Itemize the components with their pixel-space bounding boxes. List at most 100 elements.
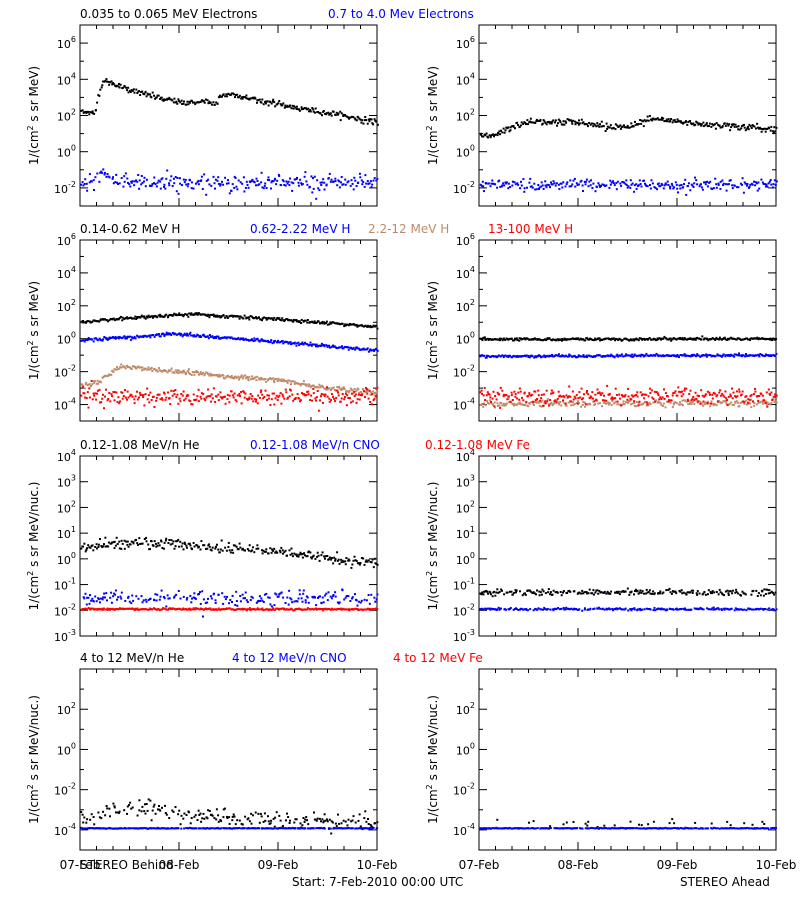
y-tick-label: 104 — [57, 71, 76, 87]
data-point — [539, 354, 541, 357]
data-point — [508, 590, 511, 593]
data-point — [355, 560, 358, 562]
data-point — [620, 353, 623, 356]
data-point — [631, 182, 634, 185]
data-series — [479, 606, 778, 612]
data-point — [283, 607, 286, 610]
data-point — [671, 121, 674, 124]
data-point — [341, 393, 344, 395]
data-point — [359, 601, 362, 604]
data-point — [129, 338, 132, 341]
data-point — [143, 404, 146, 407]
data-point — [652, 590, 655, 593]
data-point — [642, 402, 645, 405]
data-point — [91, 544, 94, 547]
data-point — [246, 376, 249, 378]
data-point — [636, 338, 639, 341]
data-point — [184, 313, 187, 316]
data-point — [662, 402, 665, 405]
data-point — [280, 591, 283, 594]
data-point — [700, 183, 702, 186]
data-point — [728, 402, 731, 405]
data-point — [208, 314, 211, 317]
data-point — [665, 589, 668, 592]
data-point — [102, 80, 105, 83]
data-point — [735, 400, 738, 403]
data-point — [499, 355, 502, 358]
data-point — [217, 176, 220, 179]
data-point — [774, 184, 777, 187]
data-point — [689, 189, 692, 192]
data-point — [502, 337, 505, 340]
data-point — [518, 337, 521, 340]
data-point — [629, 355, 632, 358]
data-point — [755, 589, 758, 592]
data-point — [118, 182, 121, 185]
data-point — [221, 180, 223, 183]
data-point — [551, 355, 554, 358]
data-point — [327, 177, 330, 180]
data-point — [774, 400, 777, 403]
data-point — [354, 607, 357, 610]
data-point — [682, 591, 685, 594]
data-point — [489, 355, 492, 358]
data-point — [163, 597, 166, 600]
data-point — [640, 119, 643, 122]
data-point — [675, 120, 678, 123]
data-point — [349, 323, 352, 326]
data-point — [327, 558, 330, 561]
data-point — [550, 121, 553, 124]
data-point — [197, 371, 199, 374]
data-point — [762, 183, 765, 185]
data-point — [131, 607, 134, 610]
data-point — [200, 540, 203, 543]
data-point — [125, 540, 128, 543]
data-point — [731, 124, 734, 127]
data-point — [663, 184, 666, 187]
data-point — [345, 595, 348, 597]
data-point — [323, 188, 326, 191]
data-point — [212, 175, 215, 178]
data-point — [132, 542, 135, 545]
data-point — [685, 193, 688, 196]
data-point — [293, 341, 296, 344]
data-point — [90, 338, 93, 341]
data-point — [288, 549, 291, 552]
data-point — [154, 183, 157, 186]
data-point — [228, 549, 231, 552]
data-point — [183, 399, 186, 402]
data-point — [179, 540, 182, 543]
data-point — [288, 341, 290, 344]
data-point — [690, 338, 693, 341]
data-point — [328, 387, 331, 390]
data-point — [107, 398, 110, 400]
y-axis-label: 1/(cm2 s sr MeV/nuc.) — [26, 482, 41, 611]
data-point — [293, 552, 296, 555]
data-point — [245, 316, 248, 319]
data-point — [203, 397, 206, 400]
data-point — [499, 339, 501, 342]
data-point — [149, 597, 152, 600]
data-point — [96, 389, 99, 392]
data-point — [544, 184, 547, 187]
data-point — [182, 595, 185, 598]
data-point — [185, 103, 188, 106]
data-point — [235, 94, 237, 96]
data-point — [92, 392, 95, 395]
data-point — [206, 395, 209, 398]
data-point — [324, 555, 327, 558]
data-point — [736, 395, 739, 398]
data-point — [352, 559, 355, 562]
data-point — [660, 355, 663, 358]
data-point — [745, 399, 748, 402]
data-point — [274, 318, 277, 321]
data-point — [211, 546, 214, 549]
data-point — [766, 338, 769, 341]
data-point — [574, 397, 577, 400]
data-point — [150, 366, 153, 369]
data-point — [622, 400, 625, 403]
data-point — [681, 390, 683, 393]
data-point — [691, 592, 694, 594]
data-point — [161, 177, 164, 180]
data-point — [192, 335, 195, 338]
